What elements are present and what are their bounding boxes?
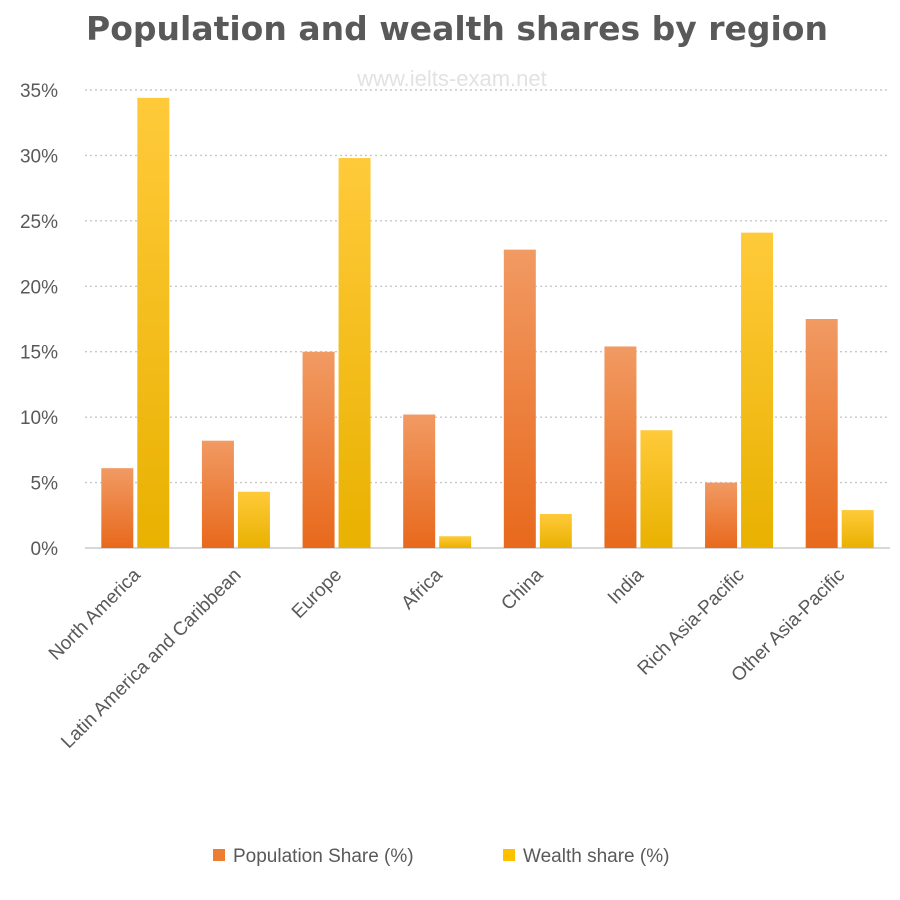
bar-wealth: [439, 536, 472, 548]
x-category-label: Africa: [398, 564, 447, 613]
y-axis-tick-labels: 0% 5% 10% 15% 20% 25% 30% 35%: [20, 81, 58, 560]
bar-wealth: [338, 158, 371, 548]
chart-title: Population and wealth shares by region: [86, 9, 828, 48]
y-tick-label: 10%: [20, 408, 58, 429]
bar-wealth: [741, 232, 774, 549]
bar-population: [403, 414, 436, 548]
legend: Population Share (%) Wealth share (%): [213, 846, 669, 867]
bar-wealth: [137, 97, 170, 548]
bar-population: [604, 346, 637, 548]
y-tick-label: 20%: [20, 277, 58, 298]
legend-label-wealth: Wealth share (%): [523, 846, 669, 867]
bar-population: [101, 468, 134, 548]
watermark: www.ielts-exam.net: [356, 66, 547, 91]
bar-wealth: [640, 430, 673, 548]
y-tick-label: 5%: [31, 474, 59, 495]
bar-population: [201, 440, 234, 548]
legend-swatch-wealth: [503, 849, 515, 861]
x-category-label: India: [604, 564, 648, 608]
y-tick-label: 0%: [31, 539, 59, 560]
x-category-label: Rich Asia-Pacific: [634, 565, 749, 680]
x-category-label: North America: [45, 564, 145, 664]
bar-population: [503, 249, 536, 548]
legend-label-population: Population Share (%): [233, 846, 414, 867]
y-tick-label: 30%: [20, 146, 58, 167]
bar-wealth: [841, 510, 874, 548]
bars: [101, 97, 874, 549]
y-tick-label: 15%: [20, 343, 58, 364]
x-category-label: Europe: [288, 565, 346, 623]
bar-population: [805, 319, 838, 548]
legend-swatch-population: [213, 849, 225, 861]
y-tick-label: 25%: [20, 212, 58, 233]
y-tick-label: 35%: [20, 81, 58, 102]
x-category-label: Latin America and Caribbean: [57, 565, 245, 753]
bar-wealth: [539, 513, 572, 548]
bar-wealth: [237, 491, 270, 548]
x-category-label: Other Asia-Pacific: [728, 565, 850, 687]
bar-population: [302, 351, 335, 548]
bar-population: [705, 482, 738, 548]
x-category-label: China: [497, 564, 547, 614]
